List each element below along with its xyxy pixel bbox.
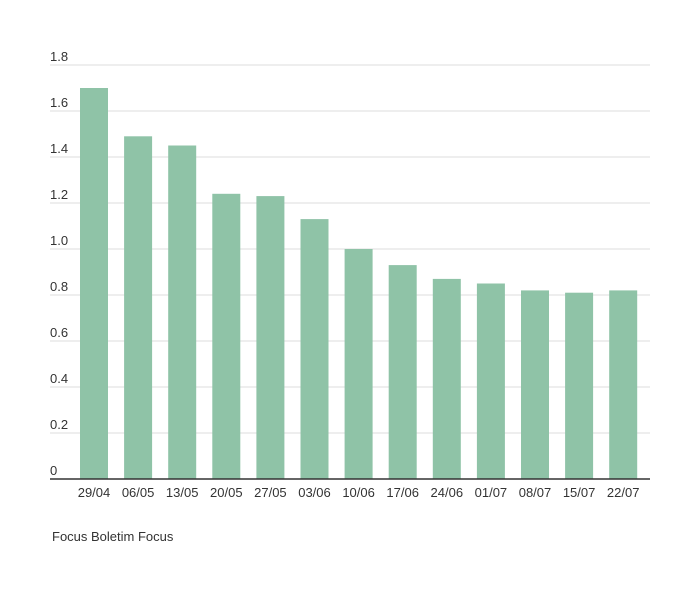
bar [80,88,108,479]
x-tick-label: 22/07 [607,485,640,500]
bar-series [80,88,638,480]
y-tick-label: 0.2 [50,417,68,432]
x-tick-label: 24/06 [431,485,464,500]
x-tick-label: 01/07 [475,485,508,500]
y-tick-label: 1.4 [50,141,68,156]
y-tick-label: 1.8 [50,49,68,64]
y-tick-label: 0.8 [50,279,68,294]
x-tick-label: 15/07 [563,485,596,500]
y-tick-label: 1.6 [50,95,68,110]
bar [609,290,638,479]
bar [388,265,417,479]
x-tick-label: 08/07 [519,485,552,500]
y-tick-label: 0.4 [50,371,68,386]
x-tick-label: 27/05 [254,485,287,500]
bar [432,278,461,479]
y-tick-label: 0.6 [50,325,68,340]
bar [565,292,594,479]
y-tick-label: 1.0 [50,233,68,248]
bar [256,196,285,479]
bar [124,136,153,480]
y-axis-tick-labels: 0 0.2 0.4 0.6 0.8 1.0 1.2 1.4 1.6 1.8 [50,49,68,478]
x-tick-label: 17/06 [386,485,419,500]
x-tick-label: 06/05 [122,485,155,500]
x-tick-label: 29/04 [78,485,111,500]
x-tick-label: 03/06 [298,485,331,500]
y-tick-label: 0 [50,463,57,478]
bar [344,249,373,479]
y-tick-label: 1.2 [50,187,68,202]
bar [300,219,329,479]
bar [212,193,241,480]
x-axis-tick-labels: 29/04 06/05 13/05 20/05 27/05 03/06 10/06 17/06… [78,485,640,500]
bar [476,283,505,479]
x-tick-label: 13/05 [166,485,199,500]
x-tick-label: 20/05 [210,485,243,500]
bar [521,290,549,479]
bar [168,145,197,479]
source-label: Focus Boletim Focus [52,529,174,544]
x-tick-label: 10/06 [342,485,375,500]
